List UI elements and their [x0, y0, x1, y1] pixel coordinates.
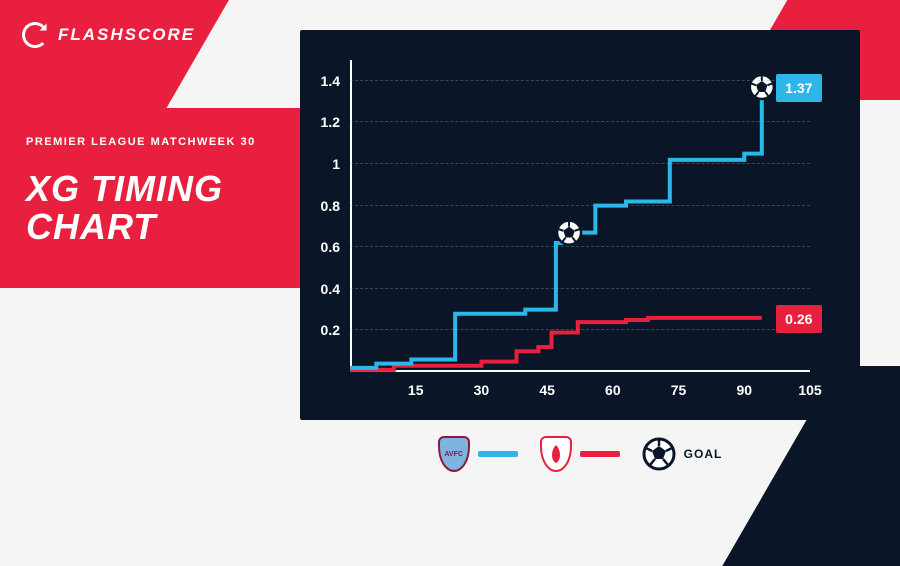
- chart-subtitle: PREMIER LEAGUE MATCHWEEK 30: [26, 136, 280, 148]
- legend-swatch-a: [478, 451, 518, 457]
- y-tick-label: 1: [332, 156, 350, 172]
- gridline: [350, 80, 810, 81]
- gridline: [350, 121, 810, 122]
- x-tick-label: 15: [408, 372, 424, 398]
- legend: AVFC GOAL: [300, 436, 860, 472]
- team-b-crest-icon: [540, 436, 572, 472]
- x-tick-label: 105: [798, 372, 821, 398]
- y-tick-label: 0.8: [321, 198, 350, 214]
- title-block: PREMIER LEAGUE MATCHWEEK 30 XG TIMING CH…: [0, 108, 300, 288]
- gridline: [350, 329, 810, 330]
- goal-marker: [557, 221, 581, 245]
- goal-icon: [642, 437, 676, 471]
- legend-team-b: [540, 436, 620, 472]
- gridline: [350, 246, 810, 247]
- legend-swatch-b: [580, 451, 620, 457]
- y-tick-label: 0.4: [321, 281, 350, 297]
- chart-panel: 0.2 0.4 0.6 0.8 1 1.2 1.4 15 30 45 60 75 90 105 1.37 0.…: [300, 30, 860, 420]
- goal-marker: [750, 75, 774, 99]
- final-value-badge: 1.37: [776, 74, 822, 102]
- y-tick-label: 0.2: [321, 322, 350, 338]
- gridline: [350, 288, 810, 289]
- chart-lines: [350, 60, 810, 372]
- gridline: [350, 163, 810, 164]
- x-tick-label: 75: [671, 372, 687, 398]
- x-tick-label: 60: [605, 372, 621, 398]
- legend-goal-label: GOAL: [684, 447, 723, 461]
- y-tick-label: 1.4: [321, 73, 350, 89]
- team-a-crest-icon: AVFC: [438, 436, 470, 472]
- chart-title: XG TIMING CHART: [26, 170, 280, 246]
- brand-mark-icon: [22, 22, 48, 48]
- y-tick-label: 0.6: [321, 239, 350, 255]
- brand-name: FLASHSCORE: [58, 25, 195, 45]
- x-tick-label: 45: [539, 372, 555, 398]
- x-tick-label: 30: [474, 372, 490, 398]
- gridline: [350, 205, 810, 206]
- series-line: [350, 87, 762, 368]
- legend-team-a: AVFC: [438, 436, 518, 472]
- final-value-badge: 0.26: [776, 305, 822, 333]
- brand-logo: FLASHSCORE: [22, 22, 195, 48]
- legend-goal: GOAL: [642, 437, 723, 471]
- x-tick-label: 90: [736, 372, 752, 398]
- y-tick-label: 1.2: [321, 114, 350, 130]
- plot-area: 0.20.40.60.811.21.41530456075901051.370.…: [350, 60, 810, 372]
